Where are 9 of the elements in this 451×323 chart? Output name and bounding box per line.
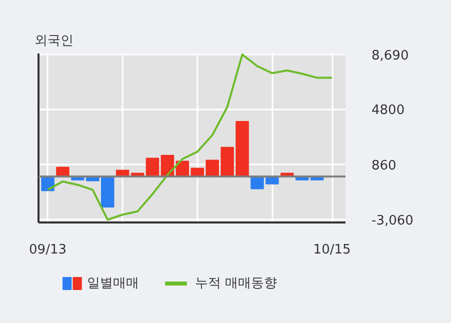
y-tick-label: -3,060	[372, 214, 414, 229]
y-tick-label: 8,690	[372, 48, 409, 64]
legend-label: 누적 매매동향	[195, 276, 278, 291]
x-tick-label: 09/13	[29, 242, 67, 258]
y-tick-label: 4800	[372, 103, 405, 118]
y-tick-label: 860	[372, 158, 396, 174]
x-tick-label: 10/15	[313, 242, 351, 258]
chart-title: 외국인	[34, 34, 74, 48]
legend-label: 일별매매	[86, 276, 139, 291]
